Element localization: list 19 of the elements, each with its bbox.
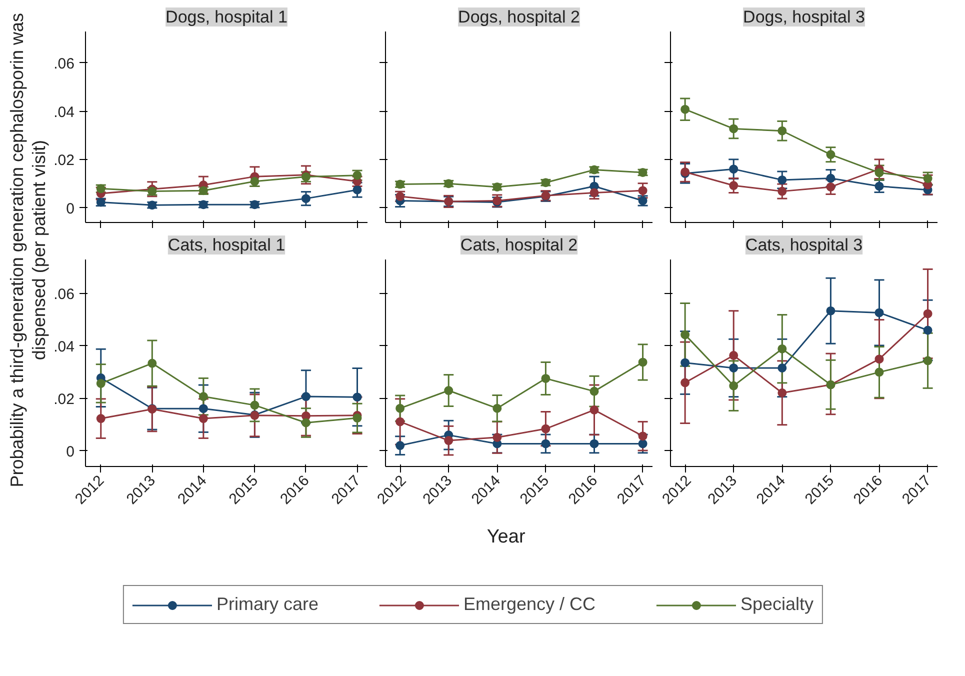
legend-label: Emergency / CC	[463, 594, 596, 615]
chart-title: Cats, hospital 1	[168, 236, 286, 254]
y-tick-label: 0	[66, 200, 74, 218]
chart-title: Cats, hospital 3	[745, 236, 863, 254]
y-tick-label: .04	[54, 338, 75, 356]
y-tick-label: .04	[54, 104, 75, 121]
y-tick-label: .02	[54, 390, 75, 408]
chart-title: Dogs, hospital 3	[743, 8, 865, 26]
x-axis-title: Year	[486, 526, 526, 548]
y-axis-title: Probability a third-generation generation cephalosporin was dispensed (per patient visit)	[7, 12, 49, 488]
y-tick-label: .06	[54, 55, 75, 72]
y-tick-label: .06	[54, 286, 75, 304]
y-tick-label: .02	[54, 152, 75, 170]
chart-title: Dogs, hospital 1	[166, 8, 288, 26]
legend-label: Primary care	[216, 594, 318, 615]
legend-label: Specialty	[740, 594, 814, 615]
chart-title: Cats, hospital 2	[460, 236, 578, 254]
y-tick-label: 0	[66, 443, 74, 460]
chart-title: Dogs, hospital 2	[458, 8, 580, 26]
